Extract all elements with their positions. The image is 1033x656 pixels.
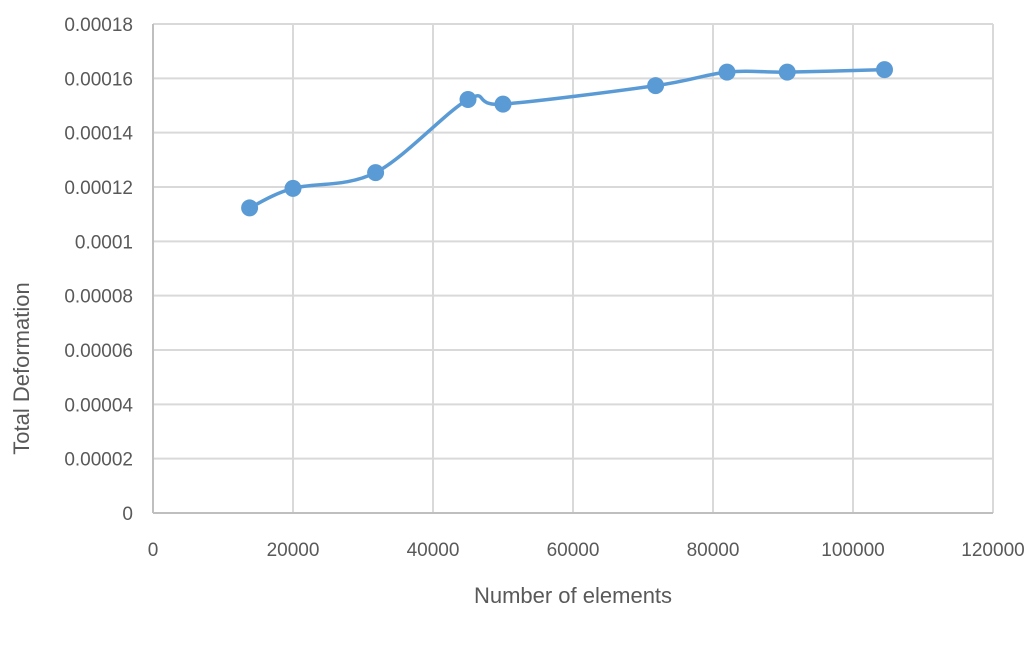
y-tick-label: 0.00018 xyxy=(64,15,133,36)
y-tick-label: 0.00002 xyxy=(64,450,133,471)
x-axis-title: Number of elements xyxy=(474,583,672,608)
data-point xyxy=(647,77,665,95)
y-tick-label: 0.00006 xyxy=(64,341,133,362)
y-axis-title: Total Deformation xyxy=(9,282,34,454)
axes xyxy=(152,24,993,514)
x-tick-label: 60000 xyxy=(547,540,600,561)
data-point xyxy=(494,95,512,113)
x-tick-label: 80000 xyxy=(687,540,740,561)
y-tick-label: 0.00008 xyxy=(64,287,133,308)
x-tick-label: 100000 xyxy=(821,540,884,561)
tick-labels: 0 0.00002 0.00004 0.00006 0.00008 0.0001 0.000… xyxy=(64,15,1024,561)
data-point xyxy=(367,164,385,182)
x-tick-label: 40000 xyxy=(407,540,460,561)
data-point xyxy=(241,199,259,217)
y-tick-label: 0.0001 xyxy=(75,232,133,253)
y-tick-label: 0.00016 xyxy=(64,69,133,90)
x-tick-label: 0 xyxy=(148,540,159,561)
y-tick-label: 0.00014 xyxy=(64,124,133,145)
y-tick-label: 0.00004 xyxy=(64,395,133,416)
series xyxy=(241,61,893,217)
x-tick-label: 20000 xyxy=(267,540,320,561)
y-tick-label: 0 xyxy=(122,504,133,525)
data-point xyxy=(876,61,893,79)
data-point xyxy=(778,63,796,81)
data-point xyxy=(718,63,736,81)
y-tick-label: 0.00012 xyxy=(64,178,133,199)
x-tick-label: 120000 xyxy=(961,540,1024,561)
data-point xyxy=(459,91,477,109)
data-point xyxy=(284,179,302,197)
